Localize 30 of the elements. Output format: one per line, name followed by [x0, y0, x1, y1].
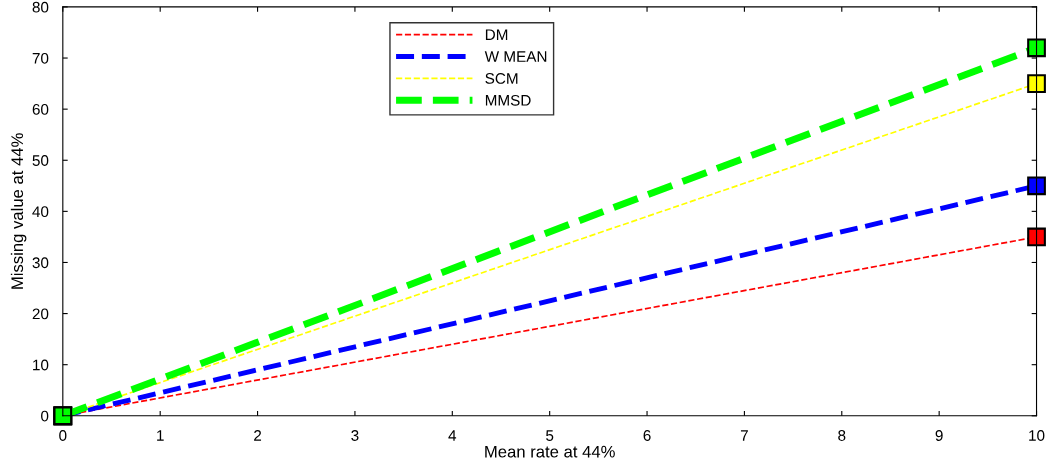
legend-label: W MEAN — [484, 51, 547, 62]
x-tick-label: 1 — [157, 430, 164, 441]
point — [1027, 227, 1046, 247]
legend-label: SCM — [485, 73, 518, 84]
y-tick-label: 80 — [32, 1, 49, 13]
x-tick-label: 5 — [546, 430, 554, 441]
y-tick-label: 20 — [32, 308, 49, 320]
y-tick-label: 40 — [32, 206, 49, 218]
x-tick-label: 7 — [740, 430, 748, 441]
x-tick-label: 8 — [838, 430, 846, 441]
x-tick-label: 4 — [448, 430, 457, 441]
y-tick-label: 70 — [32, 52, 49, 64]
x-tick-label: 0 — [59, 430, 67, 441]
y-tick-label: 30 — [32, 257, 49, 269]
x-tick-label: 3 — [351, 430, 359, 441]
y-axis-title: Missing value at 44% — [10, 133, 27, 289]
x-tick-label: 10 — [1029, 430, 1045, 441]
y-tick-label: 50 — [32, 155, 49, 166]
x-tick-label: 9 — [935, 430, 943, 441]
point — [1027, 74, 1046, 93]
y-tick-label: 60 — [32, 104, 49, 115]
y-tick-label: 0 — [41, 410, 49, 422]
x-tick-label: 2 — [254, 430, 262, 441]
x-tick-label: 6 — [643, 430, 651, 441]
y-tick-label: 10 — [33, 359, 49, 371]
legend-label: MMSD — [485, 94, 531, 106]
point — [1027, 38, 1046, 58]
legend-label: DM — [485, 29, 508, 40]
x-axis-title: Mean rate at 44% — [485, 445, 615, 458]
point — [1027, 176, 1046, 196]
